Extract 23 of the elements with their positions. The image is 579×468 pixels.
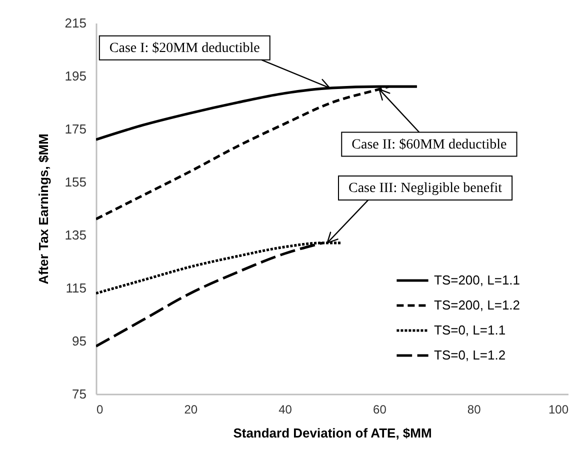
x-tick-label: 40 <box>278 402 292 416</box>
legend-label: TS=200, L=1.1 <box>434 272 520 288</box>
x-tick-label: 0 <box>96 402 104 416</box>
y-tick-label: 155 <box>64 174 86 190</box>
y-axis-title: After Tax Earnings, $MM <box>36 134 51 284</box>
x-axis-title: Standard Deviation of ATE, $MM <box>233 426 432 440</box>
y-tick-label: 75 <box>72 386 86 402</box>
x-tick-label: 100 <box>548 402 569 416</box>
y-tick-label: 215 <box>64 16 86 30</box>
x-tick-label: 80 <box>467 402 482 416</box>
legend-label: TS=200, L=1.2 <box>434 298 520 312</box>
x-tick-label: 20 <box>184 402 198 416</box>
annotation: Case I: $20MM deductible <box>109 40 260 56</box>
y-tick-label: 95 <box>72 334 86 348</box>
y-tick-label: 175 <box>64 122 86 136</box>
annotation: Case II: $60MM deductible <box>352 137 507 152</box>
y-tick-label: 195 <box>64 68 86 84</box>
y-tick-label: 115 <box>66 280 86 296</box>
annotation: Case III: Negligible benefit <box>348 180 502 196</box>
y-tick-label: 135 <box>64 228 86 242</box>
x-tick-label: 60 <box>373 402 387 416</box>
legend-label: TS=0, L=1.1 <box>434 322 506 338</box>
legend-label: TS=0, L=1.2 <box>434 348 506 362</box>
